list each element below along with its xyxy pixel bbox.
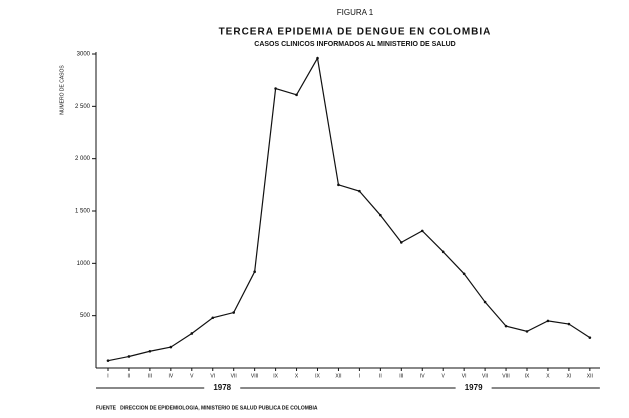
x-tick-label: VII	[482, 373, 488, 379]
x-tick-label: V	[190, 373, 194, 379]
data-point	[211, 316, 215, 320]
data-point	[148, 349, 152, 353]
x-tick-label: VIII	[502, 373, 510, 379]
x-tick-label: VI	[210, 373, 215, 379]
x-tick-label: IX	[273, 373, 278, 379]
data-point	[253, 270, 256, 274]
year-label: 1979	[465, 383, 483, 392]
data-point	[379, 213, 382, 217]
data-point	[420, 229, 424, 233]
data-point	[462, 272, 466, 276]
figure-label: FIGURA 1	[337, 8, 374, 17]
data-point	[588, 336, 592, 339]
data-point	[400, 241, 403, 244]
data-point	[441, 250, 445, 254]
x-tick-label: IV	[420, 373, 425, 379]
x-tick-label: II	[128, 373, 131, 379]
y-tick-label: 2 500	[75, 104, 91, 110]
x-tick-label: III	[399, 373, 403, 379]
y-axis-label: NUMERO DE CASOS	[59, 65, 65, 115]
y-tick-label: 3000	[77, 52, 91, 58]
data-point	[316, 56, 319, 60]
data-point	[483, 300, 487, 304]
data-point	[337, 183, 340, 187]
data-point	[295, 93, 298, 97]
data-point	[169, 345, 173, 349]
data-point	[106, 359, 110, 362]
x-tick-label: I	[359, 373, 360, 379]
source-note: FUENTE DIRECCION DE EPIDEMIOLOGIA, MINIS…	[96, 405, 318, 411]
data-point	[546, 319, 550, 323]
x-tick-label: III	[148, 373, 152, 379]
x-tick-label: XII	[587, 373, 593, 379]
x-tick-label: XI	[567, 373, 572, 379]
x-tick-label: XII	[335, 373, 341, 379]
x-tick-label: V	[442, 373, 446, 379]
data-point	[504, 324, 508, 328]
y-tick-label: 500	[80, 313, 91, 319]
x-tick-label: VII	[231, 373, 237, 379]
chart-subtitle: CASOS CLINICOS INFORMADOS AL MINISTERIO …	[254, 41, 455, 48]
x-tick-label: X	[295, 373, 299, 379]
data-point	[127, 355, 131, 358]
year-label: 1978	[213, 383, 231, 392]
data-line	[107, 56, 591, 362]
data-point	[232, 311, 235, 314]
data-point	[190, 332, 194, 335]
x-tick-label: IV	[168, 373, 173, 379]
chart-title: TERCERA EPIDEMIA DE DENGUE EN COLOMBIA	[219, 27, 492, 38]
data-point	[358, 189, 361, 193]
data-point	[525, 330, 529, 333]
y-tick-label: 2 000	[75, 156, 91, 162]
data-point	[567, 322, 571, 326]
y-tick-label: 1 500	[75, 209, 91, 215]
x-tick-label: VIII	[251, 373, 259, 379]
x-tick-label: I	[107, 373, 108, 379]
y-tick-label: 1000	[77, 261, 91, 267]
data-point	[274, 87, 277, 90]
x-tick-label: VI	[462, 373, 467, 379]
x-tick-label: IX	[525, 373, 530, 379]
x-tick-label: II	[379, 373, 382, 379]
x-tick-label: X	[546, 373, 550, 379]
x-tick-label: IX	[315, 373, 320, 379]
